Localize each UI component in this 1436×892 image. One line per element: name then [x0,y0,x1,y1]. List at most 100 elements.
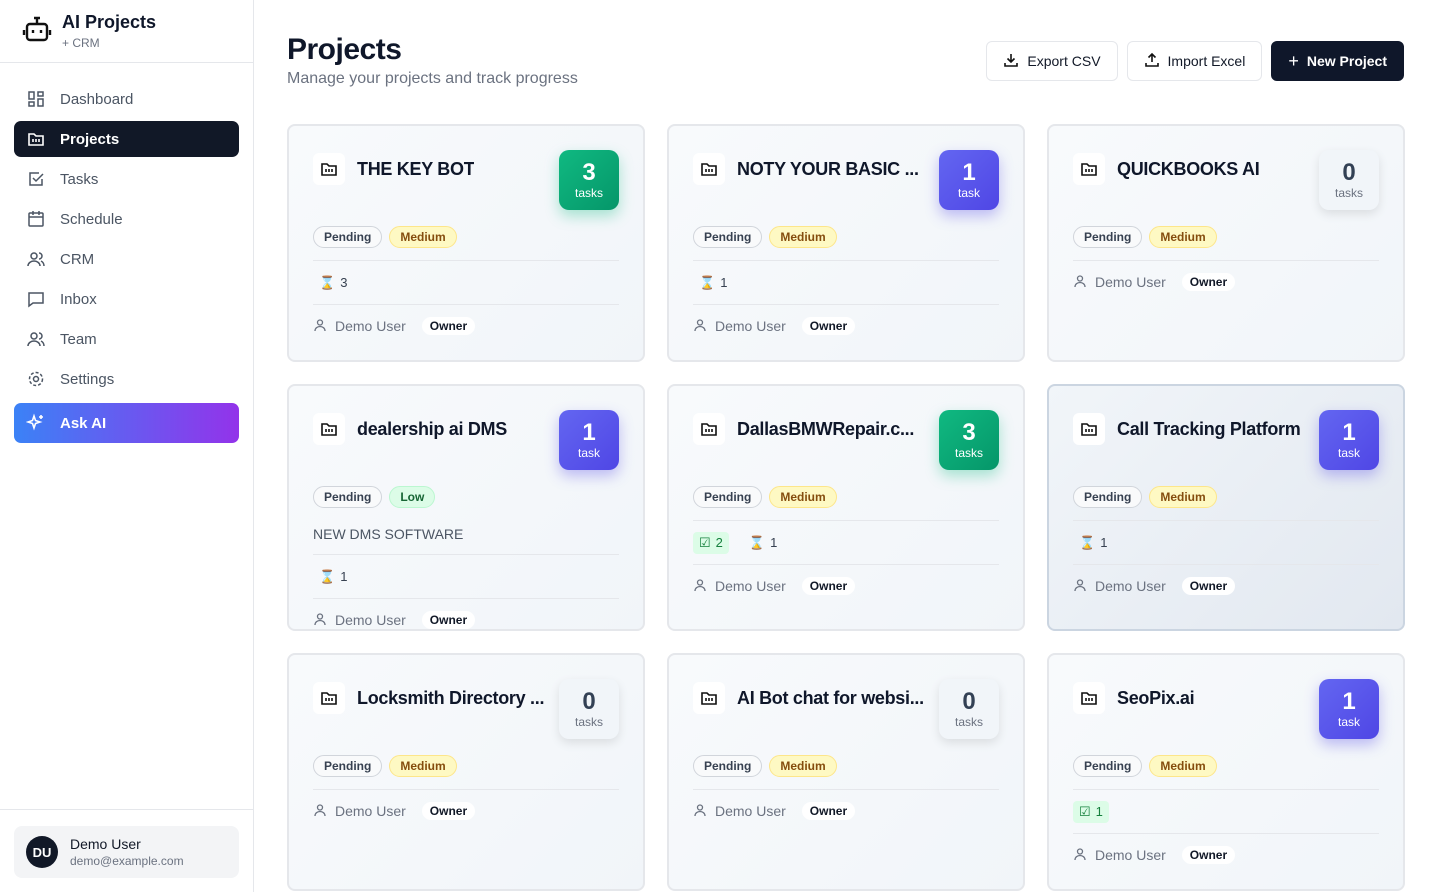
project-name[interactable]: AI Bot chat for websi... [737,687,924,708]
project-card[interactable]: Locksmith Directory ... 0 tasks Pending Me… [287,653,645,891]
task-count: 1 [582,419,596,446]
project-name[interactable]: THE KEY BOT [357,158,475,179]
project-owner: Demo User Owner [313,304,619,335]
project-name[interactable]: Locksmith Directory ... [357,687,545,708]
project-card[interactable]: DallasBMWRepair.c... 3 tasks Pending Mediu… [667,384,1025,631]
task-stats: ⌛ 1 [313,554,619,598]
user-icon [313,318,327,335]
sidebar-item-crm[interactable]: CRM [14,241,239,277]
project-name[interactable]: DallasBMWRepair.c... [737,418,915,439]
sidebar-item-schedule[interactable]: Schedule [14,201,239,237]
owner-name: Demo User [1095,274,1166,290]
task-count-badge: 3 tasks [939,410,999,470]
priority-badge: Medium [769,226,837,248]
app-subtitle: + CRM [62,36,100,50]
sidebar-item-projects[interactable]: Projects [14,121,239,157]
checkbox-icon [26,169,46,189]
status-badge: Pending [1073,226,1143,248]
pending-tasks: ⌛ 1 [693,272,733,294]
avatar: DU [26,836,58,868]
ask-ai-label: Ask AI [60,414,107,432]
owner-name: Demo User [1095,578,1166,594]
task-stats: ⌛ 1 [693,260,999,304]
sidebar-item-tasks[interactable]: Tasks [14,161,239,197]
export-csv-button[interactable]: Export CSV [986,41,1118,81]
task-count: 1 [1342,688,1356,715]
folder-icon [313,682,345,714]
project-card[interactable]: NOTY YOUR BASIC ... 1 task Pending Medium … [667,124,1025,362]
status-badge: Pending [313,486,383,508]
pending-tasks: ⌛ 3 [313,272,353,294]
hourglass-icon: ⌛ [319,274,336,290]
priority-badge: Medium [1149,755,1217,777]
project-card[interactable]: Call Tracking Platform 1 task Pending Medi… [1047,384,1405,631]
folder-icon [693,153,725,185]
hourglass-icon: ⌛ [1079,534,1096,550]
export-csv-label: Export CSV [1027,53,1101,69]
task-stats: ⌛ 3 [313,260,619,304]
project-name[interactable]: NOTY YOUR BASIC ... [737,158,919,179]
project-name[interactable]: dealership ai DMS [357,418,507,439]
pending-count: 3 [340,275,348,290]
task-count-label: tasks [1334,186,1363,200]
task-stats: ☑ 1 [1073,789,1379,833]
robot-icon [22,15,52,48]
user-icon [313,803,327,820]
sidebar-item-inbox[interactable]: Inbox [14,281,239,317]
user-profile[interactable]: DU Demo User demo@example.com [0,809,253,892]
check-icon: ☑ [1079,803,1091,819]
owner-name: Demo User [715,578,786,594]
message-icon [26,289,46,309]
owner-name: Demo User [715,318,786,334]
priority-badge: Medium [1149,486,1217,508]
task-count-badge: 1 task [1319,410,1379,470]
pending-count: 1 [340,569,348,584]
page-subtitle: Manage your projects and track progress [287,70,578,87]
priority-badge: Low [389,486,436,508]
project-card[interactable]: dealership ai DMS 1 task Pending Low NEW D… [287,384,645,631]
sidebar-item-dashboard[interactable]: Dashboard [14,81,239,117]
sidebar-item-settings[interactable]: Settings [14,361,239,397]
new-project-button[interactable]: + New Project [1271,41,1404,81]
completed-count: 1 [1095,804,1103,819]
sidebar-item-label: Dashboard [60,90,134,108]
project-card[interactable]: THE KEY BOT 3 tasks Pending Medium ⌛ 3 Demo… [287,124,645,362]
app-title: AI Projects [62,12,157,32]
task-count-badge: 1 task [559,410,619,470]
task-count-badge: 1 task [1319,679,1379,739]
project-card[interactable]: SeoPix.ai 1 task Pending Medium ☑ 1 Demo Us… [1047,653,1405,891]
task-count-label: tasks [574,186,603,200]
task-count-label: task [1337,446,1360,460]
folder-icon [313,413,345,445]
task-count-badge: 3 tasks [559,150,619,210]
sidebar-item-label: Schedule [60,210,123,228]
task-count-label: task [577,446,600,460]
project-owner: Demo User Owner [693,789,999,820]
task-count: 0 [1342,159,1356,186]
import-excel-button[interactable]: Import Excel [1126,41,1263,81]
priority-badge: Medium [389,226,457,248]
owner-role: Owner [421,611,476,629]
pending-tasks: ⌛ 1 [313,566,353,588]
user-icon [693,318,707,335]
sidebar-item-label: Settings [60,370,115,388]
task-count-label: tasks [954,446,983,460]
project-name[interactable]: SeoPix.ai [1117,687,1195,708]
owner-role: Owner [801,317,856,335]
project-card[interactable]: AI Bot chat for websi... 0 tasks Pending M… [667,653,1025,891]
status-badge: Pending [313,755,383,777]
users-icon [26,329,46,349]
completed-tasks: ☑ 2 [693,531,729,554]
owner-name: Demo User [715,803,786,819]
page-title: Projects [287,33,402,66]
sidebar-item-team[interactable]: Team [14,321,239,357]
task-count-label: tasks [954,715,983,729]
project-name[interactable]: QUICKBOOKS AI [1117,158,1260,179]
ask-ai-button[interactable]: Ask AI [14,403,239,443]
owner-role: Owner [801,577,856,595]
project-name[interactable]: Call Tracking Platform [1117,418,1301,439]
owner-role: Owner [421,802,476,820]
folder-icon [1073,413,1105,445]
project-card[interactable]: QUICKBOOKS AI 0 tasks Pending Medium Demo … [1047,124,1405,362]
project-owner: Demo User Owner [1073,260,1379,291]
